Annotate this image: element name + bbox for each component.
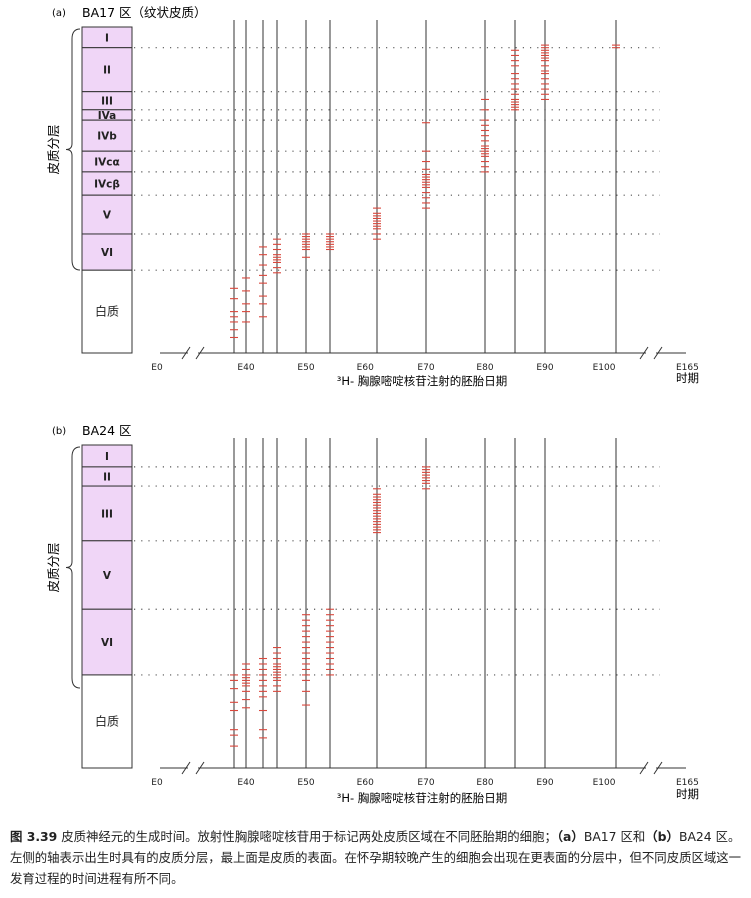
x-tick-label: E70 <box>417 363 434 373</box>
panel-b-x-axis: E0 E40 E50 E60 E70 E80 E90 E100 E165 <box>151 761 699 788</box>
layer-box-1 <box>81 47 133 93</box>
axis-break-mark <box>181 346 191 360</box>
figure-canvas: (a) BA17 区（纹状皮质） IIIIIIIVaIVbIVcαIVcβVVI… <box>46 5 699 805</box>
x-tick-label: E40 <box>237 363 254 373</box>
x-tick-label: E50 <box>297 778 314 788</box>
brace-path <box>65 446 81 689</box>
x-tick-label: E60 <box>357 363 374 373</box>
panel-b-ylabel: 皮质分层 <box>46 542 61 592</box>
x-tick-label: E90 <box>536 778 553 788</box>
x-tick-label: E0 <box>151 363 163 373</box>
figure-caption: 图 3.39 皮质神经元的生成时间。放射性胸腺嘧啶核苷用于标记两处皮质区域在不同… <box>10 826 742 889</box>
layer-label: VI <box>101 637 113 649</box>
panel-a-brace <box>65 28 81 271</box>
layer-label: III <box>101 508 113 520</box>
x-tick-label: E80 <box>476 778 493 788</box>
panel-a-ylabel: 皮质分层 <box>46 124 61 174</box>
x-tick-label: E50 <box>297 363 314 373</box>
panel-b-xlabel: ³H- 胸腺嘧啶核苷注射的胚胎日期 <box>337 791 508 805</box>
layer-box-7 <box>81 194 133 235</box>
caption-part-a: （a） <box>556 829 584 844</box>
layer-label: IVcα <box>94 157 119 169</box>
layer-label: I <box>105 451 109 463</box>
layer-label: II <box>103 65 111 77</box>
x-tick-label: E60 <box>357 778 374 788</box>
panel-b-x-unit: 时期 <box>676 787 699 801</box>
panel-b-title: BA24 区 <box>82 423 132 438</box>
layer-box-5 <box>81 674 133 769</box>
layer-label: 白质 <box>95 304 119 319</box>
axis-break-mark <box>639 346 649 360</box>
axis-break-mark <box>639 761 649 775</box>
panel-a: (a) BA17 区（纹状皮质） IIIIIIIVaIVbIVcαIVcβVVI… <box>46 5 699 388</box>
layer-label: I <box>105 32 109 44</box>
layer-box-4 <box>81 119 133 152</box>
layer-label: V <box>103 210 112 222</box>
layer-label: II <box>103 471 111 483</box>
panel-b-marks <box>230 466 430 747</box>
panel-a-x-unit: 时期 <box>676 371 699 385</box>
x-tick-label: E0 <box>151 778 163 788</box>
layer-box-2 <box>81 485 133 542</box>
layer-box-9 <box>81 269 133 354</box>
x-tick-label: E40 <box>237 778 254 788</box>
panel-a-title: BA17 区（纹状皮质） <box>82 5 207 20</box>
panel-b-label: (b) <box>52 426 66 437</box>
caption-text-2: BA17 区和 <box>583 829 646 844</box>
axis-break-mark <box>653 346 663 360</box>
panel-a-label: (a) <box>52 8 66 19</box>
x-tick-label: E90 <box>536 363 553 373</box>
layer-label: VI <box>101 247 113 259</box>
x-tick-label: E165 <box>676 363 699 373</box>
panel-b-brace <box>65 446 81 689</box>
layer-label: III <box>101 96 113 108</box>
layer-label: 白质 <box>95 713 119 728</box>
x-tick-label: E80 <box>476 363 493 373</box>
axis-break-mark <box>181 761 191 775</box>
panel-a-day-lines <box>233 20 617 353</box>
caption-text-3: BA24 区。左侧的轴表示出生时具有的皮质分层，最上面是皮质的表面。在怀孕期较晚… <box>10 829 742 886</box>
layer-label: IVb <box>97 131 117 143</box>
x-tick-label: E165 <box>676 778 699 788</box>
layer-box-3 <box>81 540 133 610</box>
brace-path <box>65 28 81 271</box>
caption-text-1: 皮质神经元的生成时间。放射性胸腺嘧啶核苷用于标记两处皮质区域在不同胚胎期的细胞； <box>57 829 557 844</box>
panel-a-guides <box>134 47 660 271</box>
axis-break-mark <box>195 761 205 775</box>
axis-break-mark <box>653 761 663 775</box>
x-tick-label: E70 <box>417 778 434 788</box>
x-tick-label: E100 <box>593 778 616 788</box>
layer-box-8 <box>81 233 133 271</box>
caption-fig-label: 图 3.39 <box>10 829 58 844</box>
panel-b-day-lines <box>233 438 617 768</box>
layer-label: IVa <box>98 110 117 122</box>
panel-a-x-axis: E0 E40 E50 E60 E70 E80 E90 E100 E165 <box>151 346 699 373</box>
panel-a-xlabel: ³H- 胸腺嘧啶核苷注射的胚胎日期 <box>337 374 508 388</box>
layer-box-4 <box>81 608 133 676</box>
caption-part-b: （b） <box>645 829 679 844</box>
panel-a-marks <box>230 44 620 339</box>
axis-break-mark <box>195 346 205 360</box>
panel-b-guides <box>134 466 660 676</box>
layer-label: V <box>103 570 112 582</box>
x-tick-label: E100 <box>593 363 616 373</box>
layer-label: IVcβ <box>94 179 120 191</box>
